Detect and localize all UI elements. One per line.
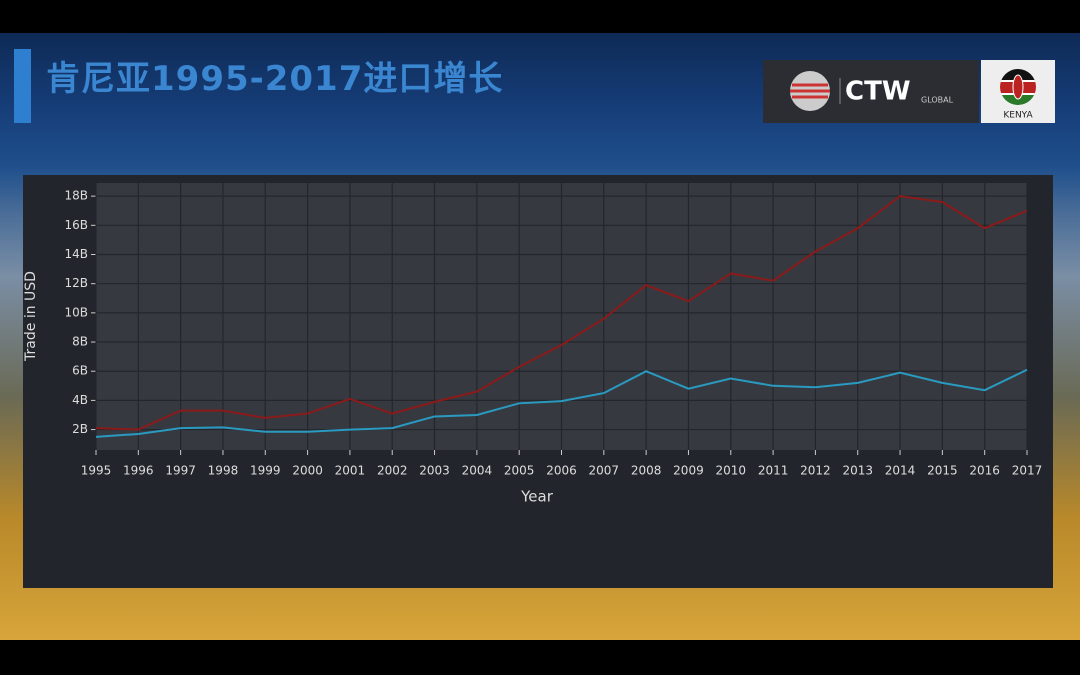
flag: KENYA xyxy=(1000,69,1036,121)
title-accent xyxy=(14,49,31,123)
x-tick-label: 1996 xyxy=(123,464,154,478)
y-tick-label: 6B xyxy=(72,364,88,378)
x-tick-label: 2014 xyxy=(885,464,916,478)
x-tick-label: 1998 xyxy=(208,464,239,478)
x-tick-label: 1995 xyxy=(81,464,112,478)
line-series xyxy=(95,368,1028,438)
x-tick-label: 2007 xyxy=(589,464,620,478)
x-tick-label: 2001 xyxy=(335,464,366,478)
x-tick-label: 2011 xyxy=(758,464,789,478)
logo-text: CTW xyxy=(845,77,911,107)
logo: CTW GLOBAL xyxy=(763,60,979,123)
country-label: KENYA xyxy=(1003,111,1033,121)
x-tick-label: 2010 xyxy=(715,464,746,478)
y-axis-label: Trade in USD xyxy=(23,271,39,362)
x-tick-label: 2004 xyxy=(462,464,493,478)
y-tick-label: 12B xyxy=(64,276,88,290)
x-tick-label: 2016 xyxy=(969,464,1000,478)
x-tick-label: 1999 xyxy=(250,464,281,478)
x-tick-label: 2015 xyxy=(927,464,958,478)
x-tick-label: 2008 xyxy=(631,464,662,478)
x-tick-label: 2013 xyxy=(842,464,873,478)
flag-box: KENYA xyxy=(981,60,1055,123)
x-tick-label: 2017 xyxy=(1012,464,1043,478)
y-tick-label: 16B xyxy=(64,218,88,232)
x-tick-label: 2003 xyxy=(419,464,450,478)
y-tick-label: 18B xyxy=(64,189,88,203)
y-tick-label: 4B xyxy=(72,393,88,407)
line-series xyxy=(95,195,1028,431)
x-tick-label: 2005 xyxy=(504,464,535,478)
logo-graphic: CTW GLOBAL xyxy=(790,71,954,111)
x-axis-label: Year xyxy=(520,488,554,506)
x-tick-label: 2002 xyxy=(377,464,408,478)
y-tick-label: 2B xyxy=(72,422,88,436)
x-tick-label: 2012 xyxy=(800,464,831,478)
chart: Year Trade in USD 2B 4B 6B 8B 10B 12B 14B 16B 18… xyxy=(23,175,1053,588)
x-tick-label: 2000 xyxy=(292,464,323,478)
slide-title: 肯尼亚1995-2017进口增长 xyxy=(46,59,504,99)
y-tick-label: 10B xyxy=(64,305,88,319)
x-tick-label: 2009 xyxy=(673,464,704,478)
x-tick-label: 2006 xyxy=(546,464,577,478)
logo-sub: GLOBAL xyxy=(921,96,954,105)
y-tick-label: 8B xyxy=(72,335,88,349)
x-tick-label: 1997 xyxy=(165,464,196,478)
y-tick-label: 14B xyxy=(64,247,88,261)
